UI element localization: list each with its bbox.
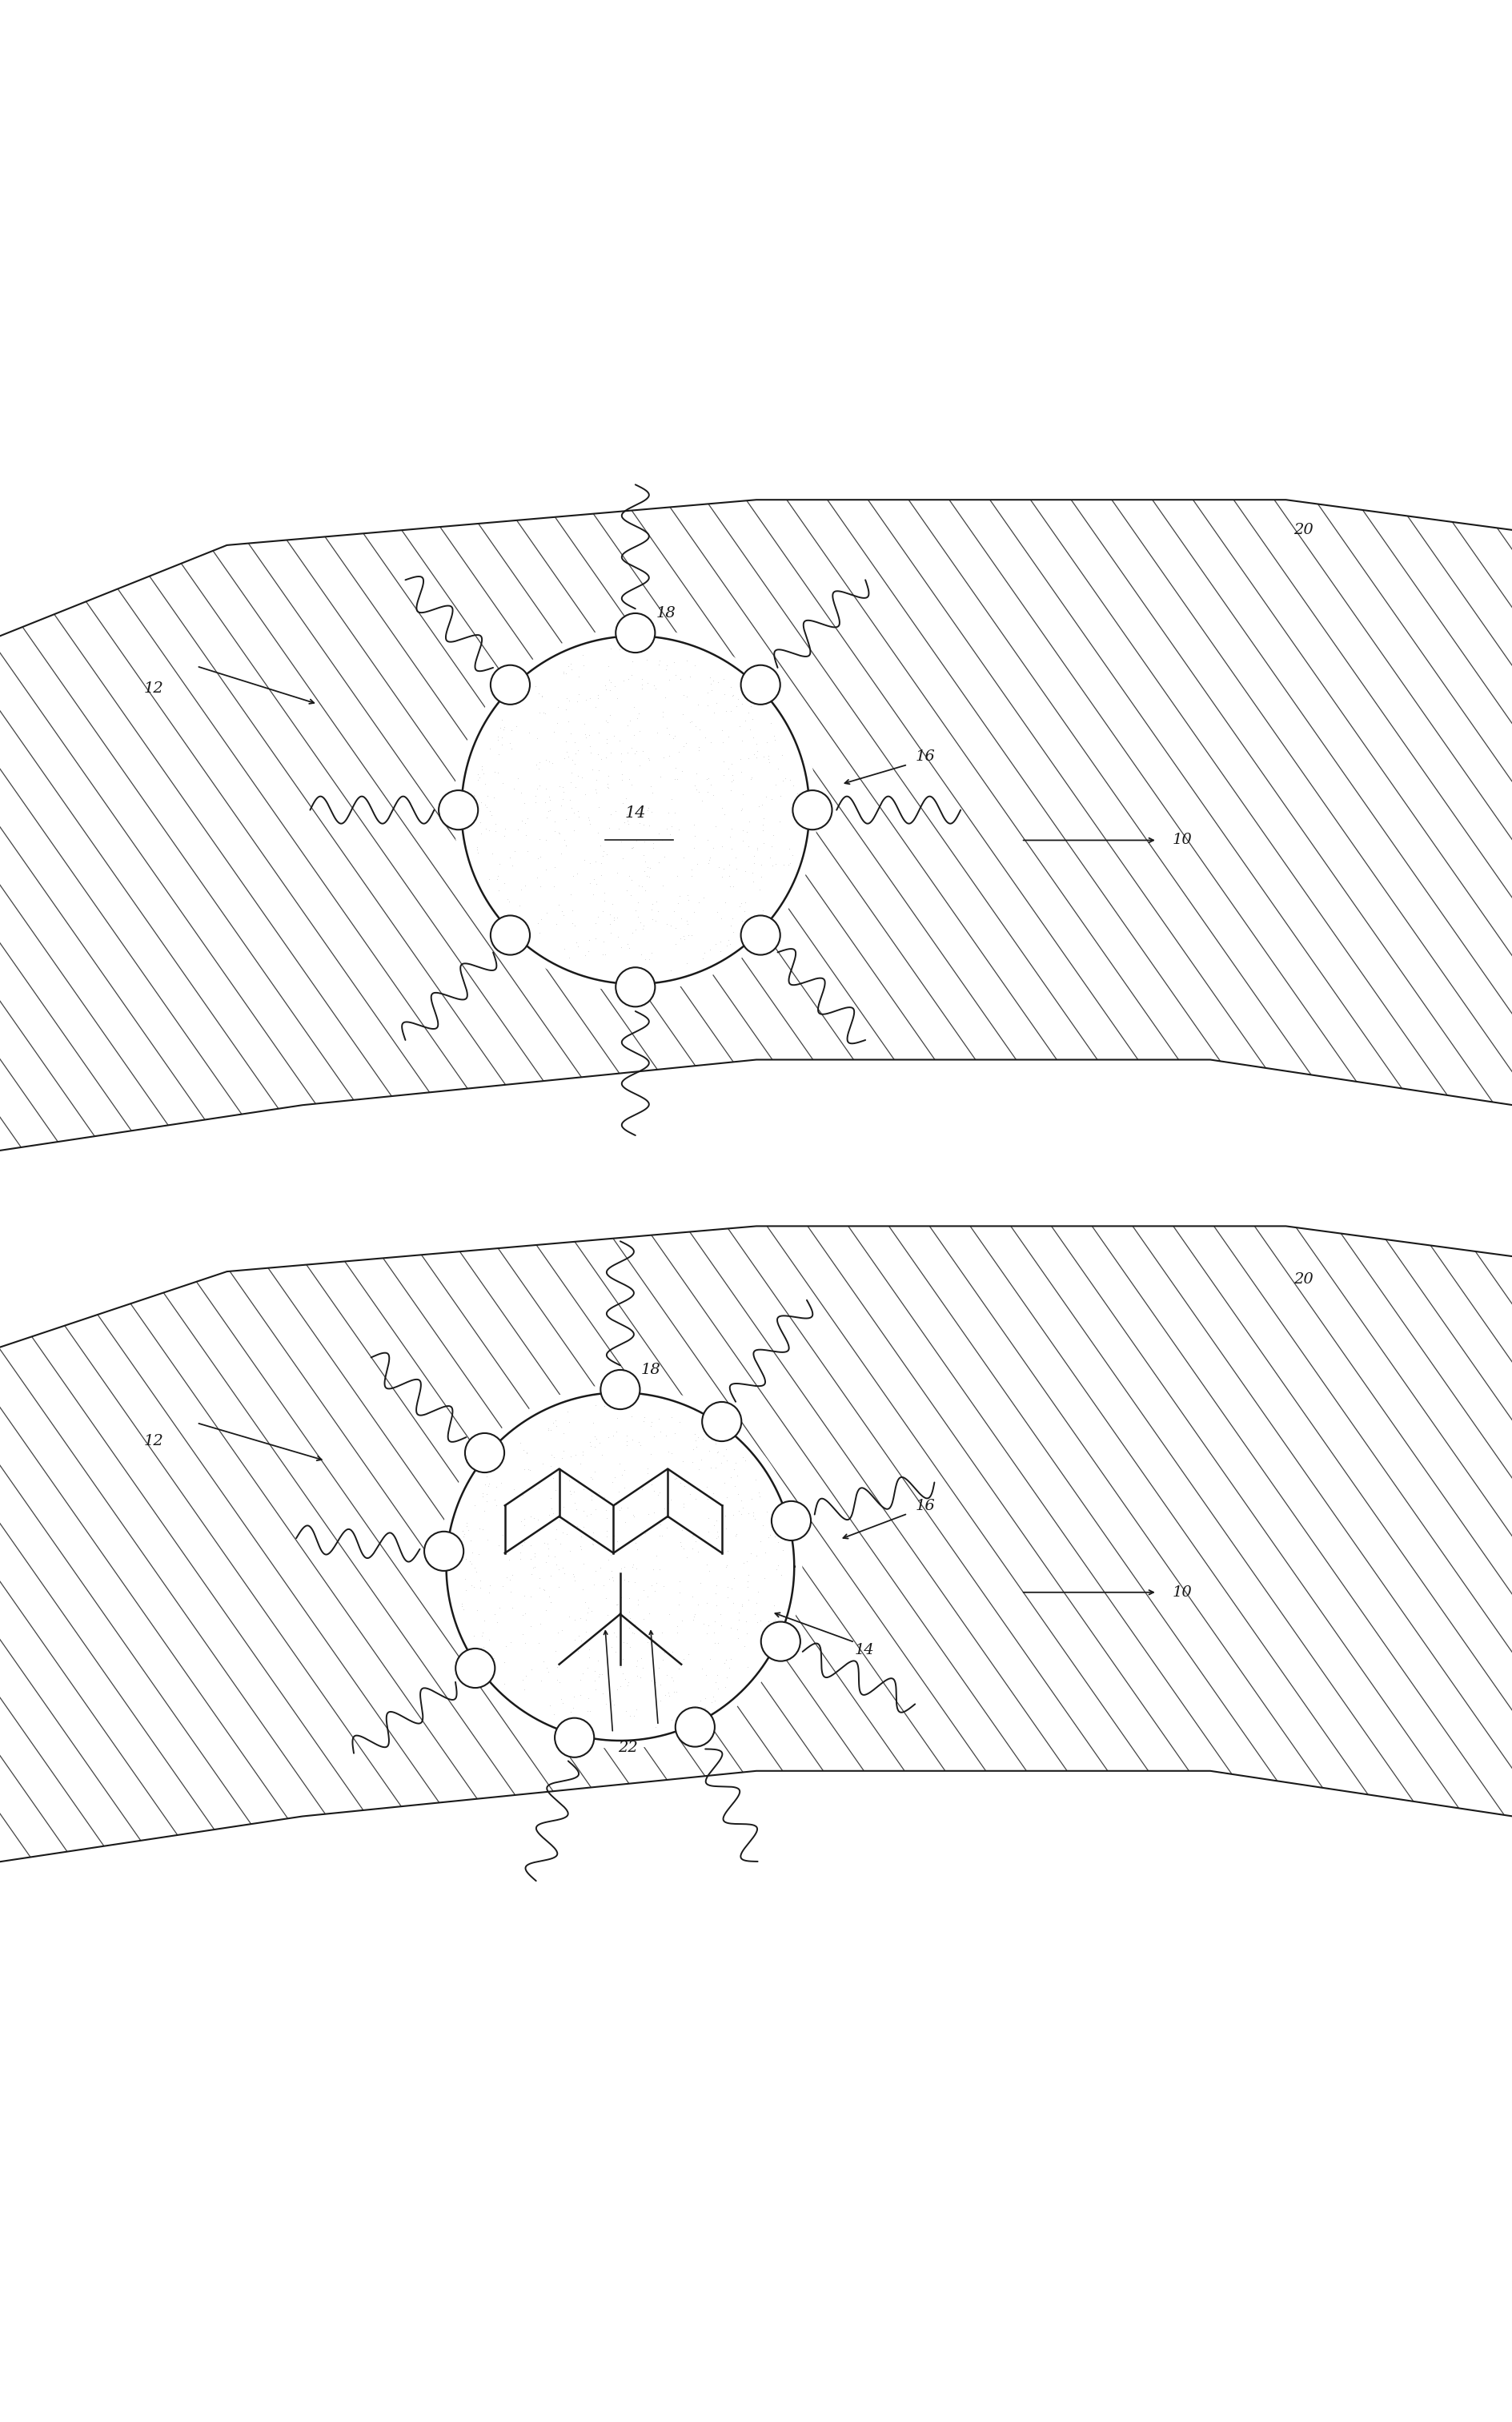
PathPatch shape	[0, 1226, 1512, 1863]
Text: 10: 10	[1172, 1584, 1191, 1599]
Circle shape	[490, 666, 529, 705]
Text: 18: 18	[640, 1364, 661, 1378]
Circle shape	[741, 666, 780, 705]
PathPatch shape	[0, 499, 1512, 1150]
Circle shape	[615, 966, 655, 1008]
Text: 20: 20	[1293, 1272, 1312, 1286]
Circle shape	[741, 916, 780, 954]
Circle shape	[615, 613, 655, 652]
Circle shape	[464, 1434, 503, 1473]
Polygon shape	[438, 1385, 801, 1749]
Text: 12: 12	[144, 1434, 163, 1448]
Circle shape	[555, 1717, 594, 1758]
Text: 14: 14	[624, 807, 646, 821]
Circle shape	[600, 1371, 640, 1410]
Text: 10: 10	[1172, 833, 1191, 848]
Circle shape	[761, 1623, 800, 1661]
Text: 12: 12	[144, 681, 163, 695]
Circle shape	[674, 1708, 714, 1746]
Polygon shape	[454, 627, 816, 991]
Circle shape	[423, 1531, 463, 1572]
Circle shape	[490, 916, 529, 954]
Circle shape	[771, 1502, 810, 1540]
Circle shape	[455, 1649, 494, 1688]
Text: 22: 22	[617, 1741, 638, 1756]
Text: 18: 18	[655, 606, 676, 620]
Circle shape	[792, 790, 832, 831]
Circle shape	[702, 1402, 741, 1441]
Text: 16: 16	[915, 751, 934, 765]
Text: 16: 16	[915, 1499, 934, 1514]
Text: 20: 20	[1293, 523, 1312, 538]
Circle shape	[438, 790, 478, 831]
Text: 14: 14	[854, 1642, 874, 1657]
